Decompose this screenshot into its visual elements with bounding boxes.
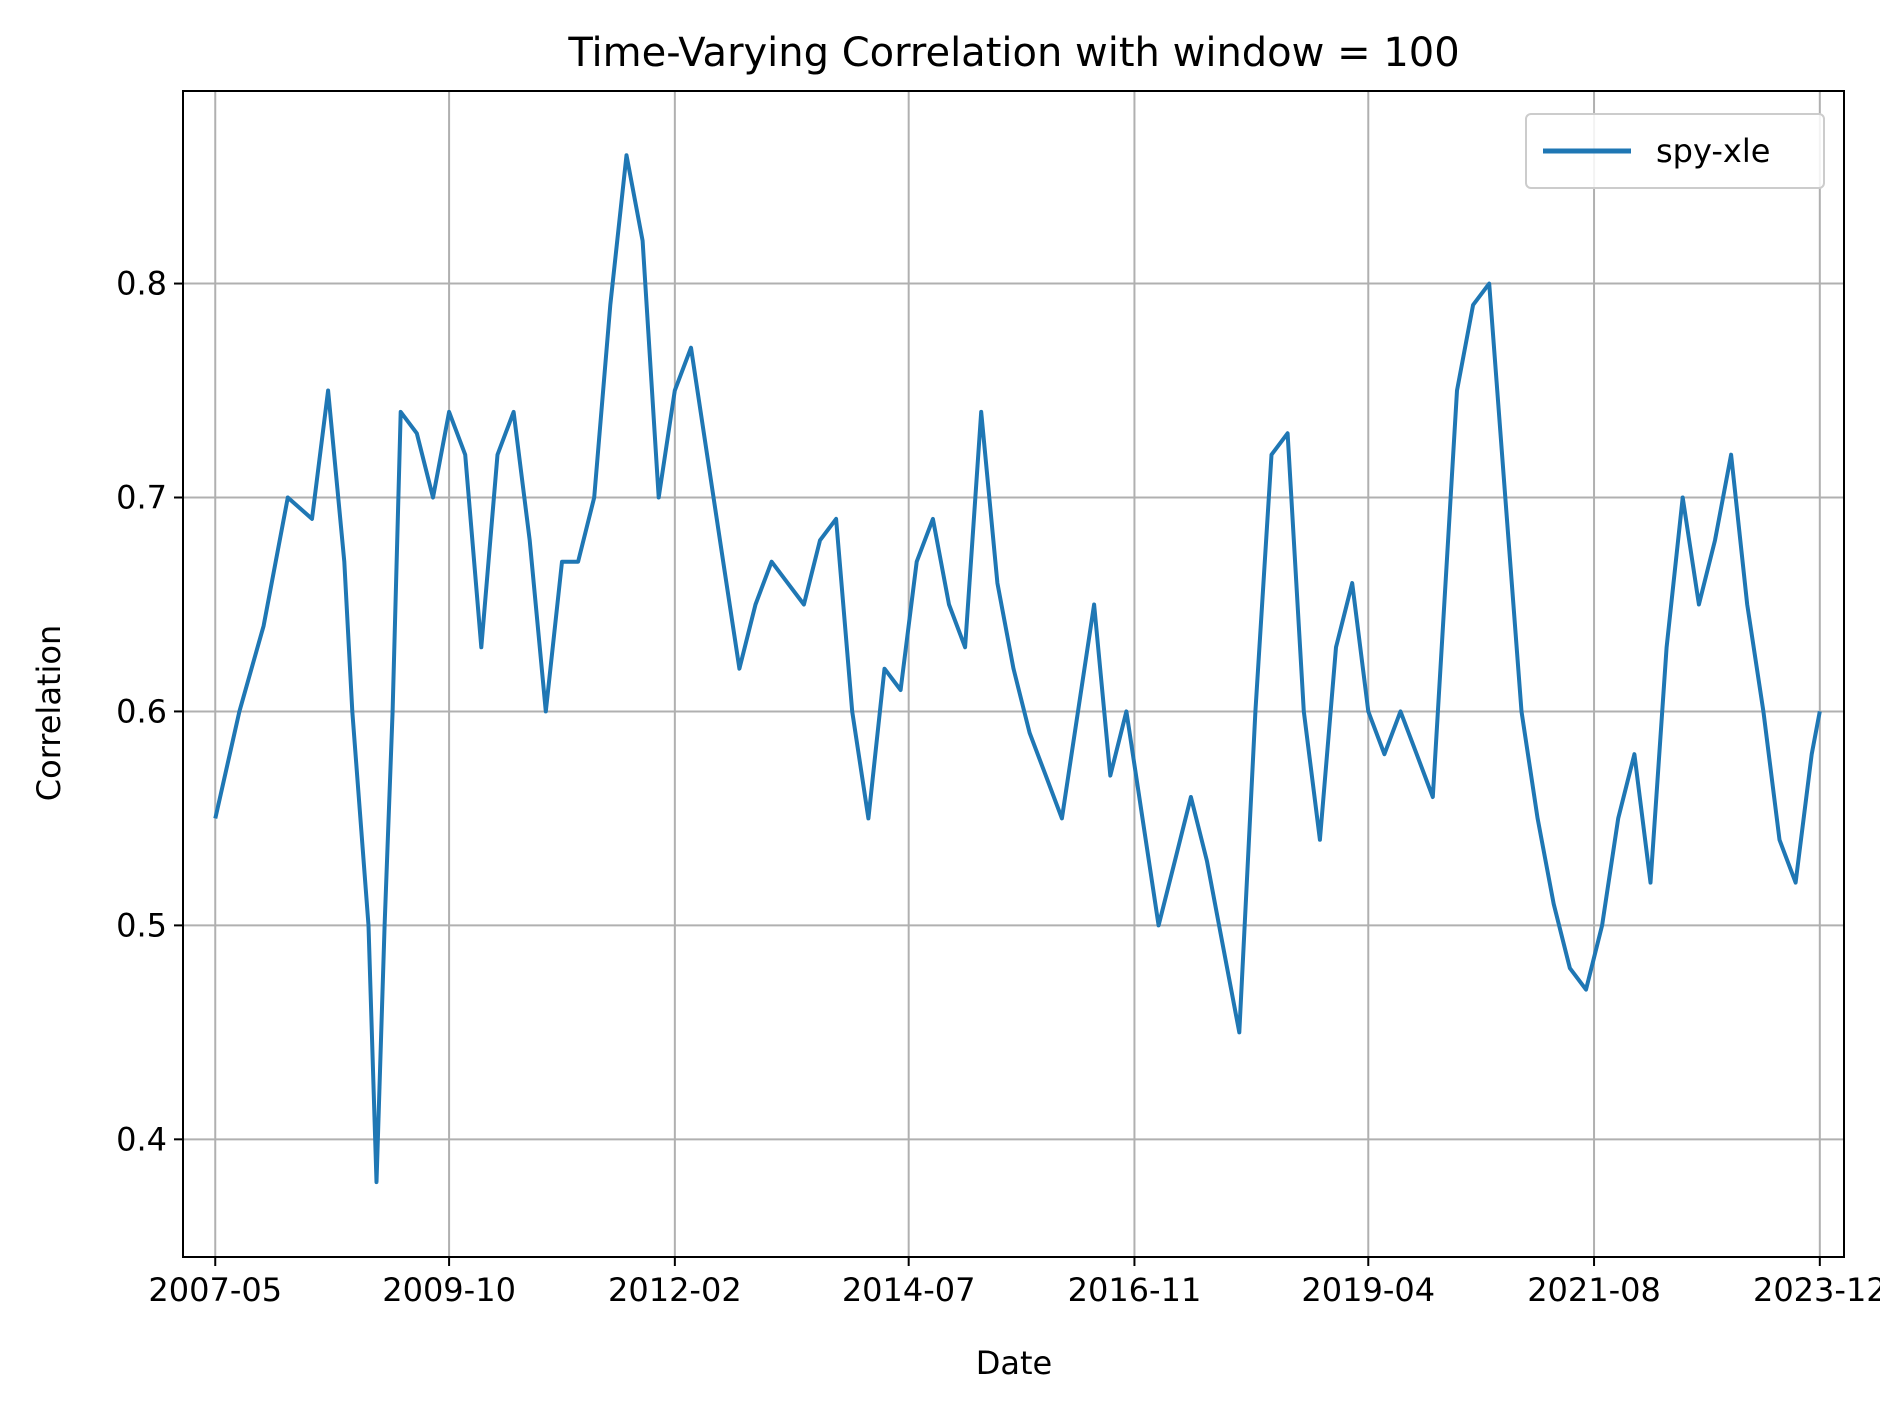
legend-box — [1525, 113, 1825, 189]
chart-title: Time-Varying Correlation with window = 1… — [567, 30, 1459, 76]
series-line-spy-xle — [213, 153, 1822, 1185]
y-tick-label: 0.8 — [116, 265, 167, 303]
x-tick-label: 2009-10 — [382, 1271, 516, 1309]
x-tick-label: 2021-08 — [1527, 1271, 1661, 1309]
x-tick-label: 2012-02 — [608, 1271, 742, 1309]
x-tick-label: 2007-05 — [148, 1271, 282, 1309]
x-tick-label: 2016-11 — [1068, 1271, 1202, 1309]
series-layer — [213, 153, 1822, 1185]
x-axis: 2007-05 2009-10 2012-02 2014-07 2016-11 2019-… — [148, 1257, 1880, 1309]
legend-label: spy-xle — [1656, 132, 1770, 170]
x-tick-label: 2014-07 — [842, 1271, 976, 1309]
y-axis: 0.4 0.5 0.6 0.7 0.8 — [116, 265, 183, 1158]
x-tick-label: 2023-12 — [1753, 1271, 1880, 1309]
y-axis-label: Correlation — [30, 625, 68, 801]
legend: spy-xle — [1525, 113, 1825, 189]
x-tick-label: 2019-04 — [1301, 1271, 1435, 1309]
y-tick-label: 0.4 — [116, 1120, 167, 1158]
y-tick-label: 0.6 — [116, 692, 167, 730]
y-tick-label: 0.7 — [116, 478, 167, 516]
grid — [183, 91, 1844, 1257]
y-tick-label: 0.5 — [116, 906, 167, 944]
plot-area-frame — [182, 90, 1845, 1258]
x-axis-label: Date — [976, 1344, 1052, 1382]
